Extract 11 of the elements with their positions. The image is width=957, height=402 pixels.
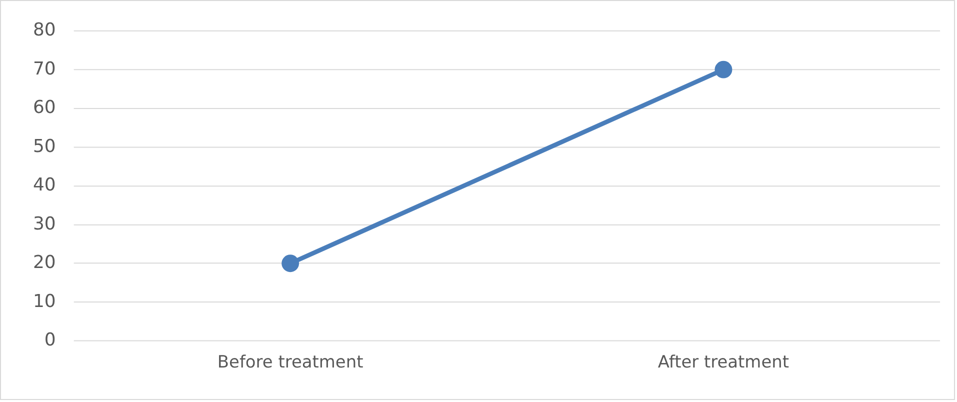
- y-tick-label: 30: [32, 213, 56, 234]
- y-tick-label: 70: [32, 58, 56, 80]
- y-tick-label: 80: [32, 20, 56, 40]
- x-tick-label: After treatment: [658, 351, 790, 372]
- y-tick-label: 10: [32, 290, 56, 312]
- y-tick-label: 20: [32, 252, 56, 274]
- y-tick-label: 50: [32, 136, 56, 157]
- y-tick-label: 0: [44, 330, 56, 351]
- x-tick-label: Before treatment: [217, 351, 364, 372]
- y-tick-label: 60: [32, 97, 56, 118]
- y-tick-label: 40: [32, 174, 56, 196]
